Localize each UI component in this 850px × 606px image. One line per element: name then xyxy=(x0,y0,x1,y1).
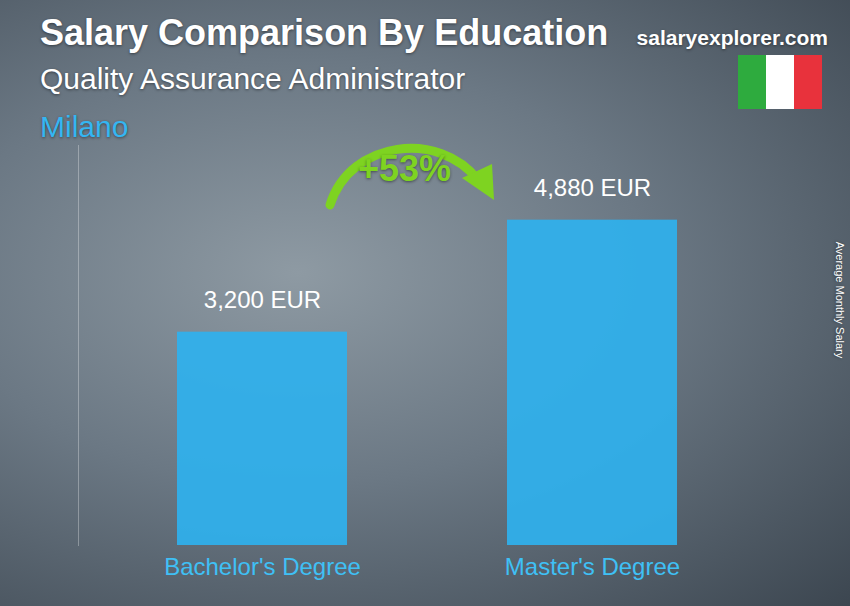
html-text:+53%: +53% xyxy=(358,148,452,189)
html-text:Average Monthly Salary: Average Monthly Salary xyxy=(834,241,846,359)
svg-text:4,880 EUR: 4,880 EUR xyxy=(534,174,651,201)
html-text:salaryexplorer.com: salaryexplorer.com xyxy=(636,26,828,49)
html-text:Milano: Milano xyxy=(40,110,129,143)
svg-text:3,200 EUR: 3,200 EUR xyxy=(204,286,321,313)
svg-text:Bachelor's Degree: Bachelor's Degree xyxy=(164,553,361,580)
html-text:Quality Assurance Administrato: Quality Assurance Administrator xyxy=(40,62,466,95)
html-text:Salary Comparison By Education: Salary Comparison By Education xyxy=(40,12,609,53)
svg-text:Master's Degree: Master's Degree xyxy=(505,553,680,580)
